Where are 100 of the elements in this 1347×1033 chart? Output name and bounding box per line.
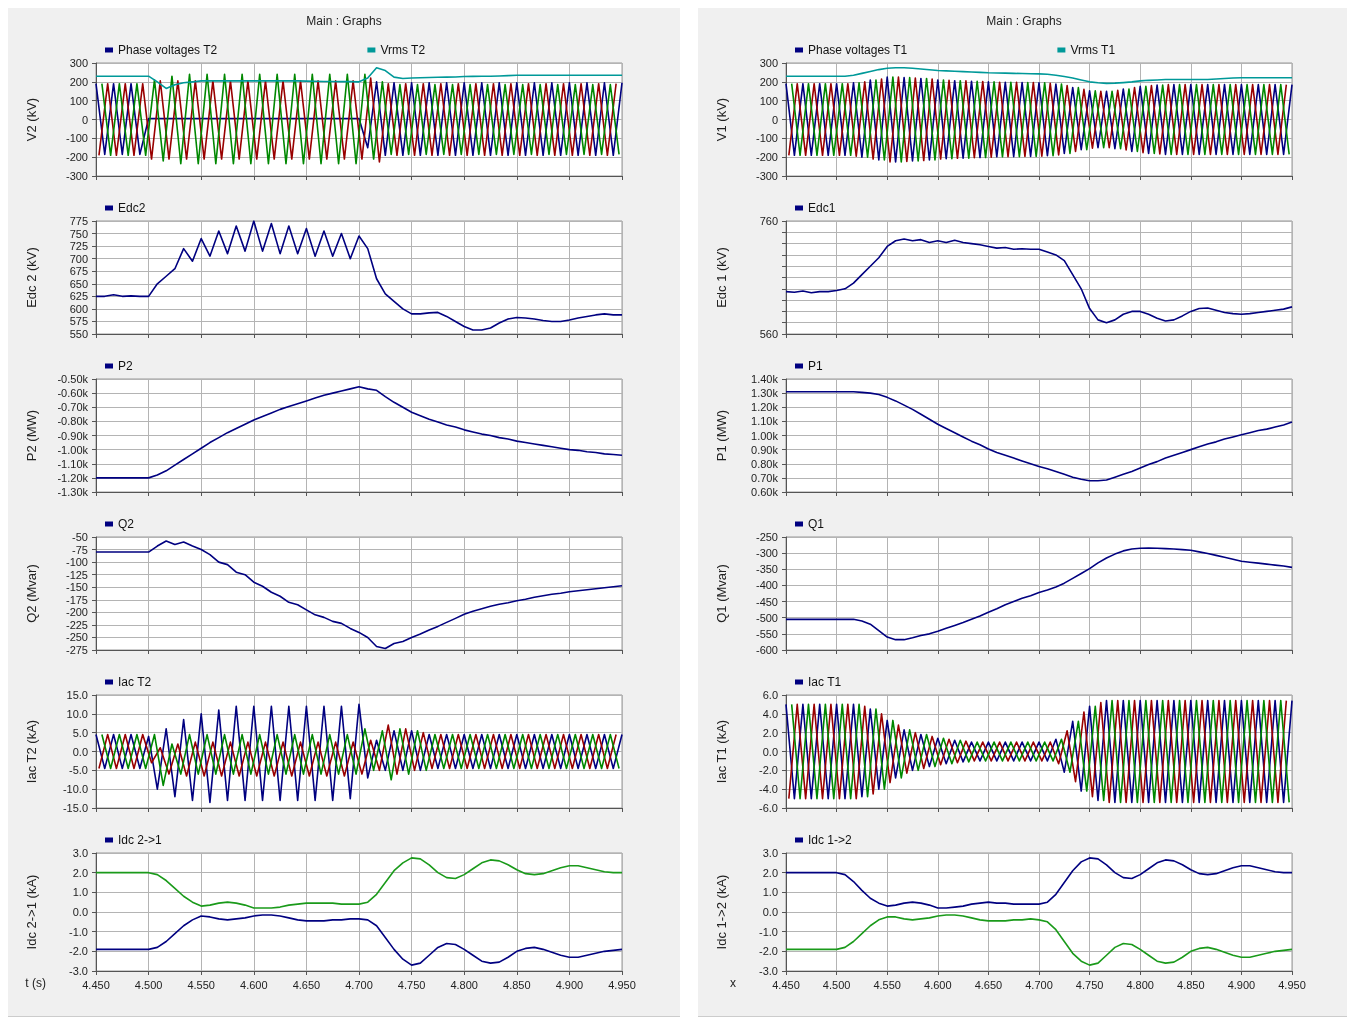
- y-tick-label: -550: [755, 627, 778, 640]
- y-axis-title: P2 (MW): [24, 409, 39, 462]
- x-tick-label: 4.600: [924, 978, 952, 991]
- y-tick-label: 100: [759, 94, 778, 107]
- y-tick-label: 1.0: [72, 886, 88, 899]
- y-axis-title: Edc 1 (kV): [714, 247, 729, 308]
- y-tick-label: -400: [755, 579, 778, 592]
- x-tick-label: 4.700: [345, 978, 373, 991]
- y-tick-label: 0: [81, 113, 88, 126]
- y-tick-label: 0: [771, 113, 778, 126]
- y-tick-label: -300: [755, 170, 778, 182]
- line-series: [785, 66, 1293, 85]
- y-tick-label: -2.0: [69, 945, 88, 958]
- chart-title: Main : Graphs: [986, 14, 1062, 28]
- y-tick-label: -0.60k: [57, 387, 89, 400]
- line-series: [95, 703, 623, 804]
- y-tick-label: -0.70k: [57, 401, 89, 414]
- y-tick-label: -1.10k: [57, 457, 89, 470]
- y-tick-label: 15.0: [66, 689, 88, 701]
- line-series: [95, 857, 623, 909]
- y-tick-label: 200: [759, 75, 778, 88]
- y-tick-label: 650: [69, 277, 88, 290]
- x-tick-label: 4.600: [240, 978, 268, 991]
- x-tick-label: 4.650: [974, 978, 1003, 991]
- line-series: [785, 547, 1293, 641]
- line-series: [101, 728, 620, 787]
- y-tick-label: -3.0: [69, 965, 88, 977]
- y-tick-label: -1.0: [69, 925, 88, 938]
- y-axis-title: Q2 (Mvar): [24, 564, 39, 623]
- y-axis-title: Iac T2 (kA): [24, 719, 39, 784]
- y-tick-label: -5.0: [69, 764, 88, 777]
- y-tick-label: -350: [755, 563, 778, 576]
- y-tick-label: -275: [65, 644, 88, 656]
- y-tick-label: 600: [69, 302, 88, 315]
- y-tick-label: 560: [759, 328, 778, 340]
- y-tick-label: -10.0: [62, 783, 88, 796]
- y-tick-label: -250: [755, 531, 778, 543]
- y-axis-title: Edc 2 (kV): [24, 247, 39, 308]
- y-tick-label: -100: [65, 556, 88, 569]
- y-axis-title: Idc 1->2 (kA): [714, 874, 729, 950]
- line-series: [95, 66, 623, 90]
- y-tick-label: 550: [69, 328, 88, 340]
- line-series: [95, 220, 623, 331]
- y-tick-label: -1.00k: [57, 443, 89, 456]
- x-tick-label: 4.550: [873, 978, 901, 991]
- x-tick-label: 4.500: [134, 978, 163, 991]
- y-tick-label: -0.80k: [57, 415, 89, 428]
- x-tick-label: 4.750: [397, 978, 426, 991]
- y-axis-title: Idc 2->1 (kA): [24, 874, 39, 950]
- y-tick-label: 0.0: [762, 906, 778, 918]
- y-tick-label: -2.0: [759, 945, 778, 958]
- y-tick-label: -200: [65, 151, 88, 164]
- legend-label: Vrms T2: [380, 43, 426, 57]
- x-tick-label: 4.500: [822, 978, 851, 991]
- x-tick-label: 4.800: [1126, 978, 1154, 991]
- y-tick-label: -100: [755, 132, 778, 145]
- legend-label: Edc1: [808, 201, 836, 215]
- y-tick-label: 700: [69, 252, 88, 265]
- y-tick-label: -125: [65, 568, 88, 581]
- y-tick-label: -200: [65, 606, 88, 619]
- y-tick-label: 200: [69, 75, 88, 88]
- y-tick-label: 2.0: [72, 866, 88, 879]
- y-tick-label: 0.80k: [751, 457, 779, 470]
- y-tick-label: -0.90k: [57, 429, 89, 442]
- legend-label: Iac T2: [118, 675, 152, 689]
- y-tick-label: 6.0: [762, 689, 778, 701]
- x-tick-label: 4.900: [1227, 978, 1256, 991]
- y-tick-label: 750: [69, 227, 88, 240]
- y-tick-label: 1.00k: [751, 429, 779, 442]
- x-tick-label: 4.800: [450, 978, 478, 991]
- legend-label: Vrms T1: [1070, 43, 1116, 57]
- y-tick-label: -600: [755, 644, 778, 656]
- legend-label: Idc 1->2: [808, 833, 853, 847]
- y-axis-title: P1 (MW): [714, 409, 729, 462]
- line-series: [95, 914, 623, 966]
- y-tick-label: 3.0: [72, 847, 88, 859]
- y-tick-label: 675: [69, 265, 88, 278]
- y-tick-label: 775: [69, 215, 88, 227]
- y-tick-label: -75: [72, 543, 88, 556]
- y-tick-label: 0.0: [72, 745, 88, 758]
- y-axis-title: V1 (kV): [714, 97, 729, 142]
- legend-label: Iac T1: [808, 675, 842, 689]
- x-tick-label: 4.700: [1025, 978, 1053, 991]
- y-tick-label: -450: [755, 595, 778, 608]
- y-tick-label: 0.0: [72, 906, 88, 918]
- legend-label: Phase voltages T1: [808, 43, 908, 57]
- y-tick-label: 0.90k: [751, 443, 779, 456]
- x-tick-label: 4.450: [772, 978, 800, 991]
- y-tick-label: 100: [69, 94, 88, 107]
- y-tick-label: 2.0: [762, 866, 778, 879]
- line-series: [785, 857, 1293, 909]
- y-tick-label: -250: [65, 631, 88, 644]
- y-tick-label: 575: [69, 315, 88, 328]
- y-tick-label: 760: [759, 215, 778, 227]
- legend-label: Phase voltages T2: [118, 43, 218, 57]
- y-tick-label: -225: [65, 618, 88, 631]
- y-tick-label: -0.50k: [57, 373, 89, 385]
- y-axis-title: Q1 (Mvar): [714, 564, 729, 623]
- line-series: [785, 390, 1293, 482]
- x-tick-label: 4.450: [82, 978, 110, 991]
